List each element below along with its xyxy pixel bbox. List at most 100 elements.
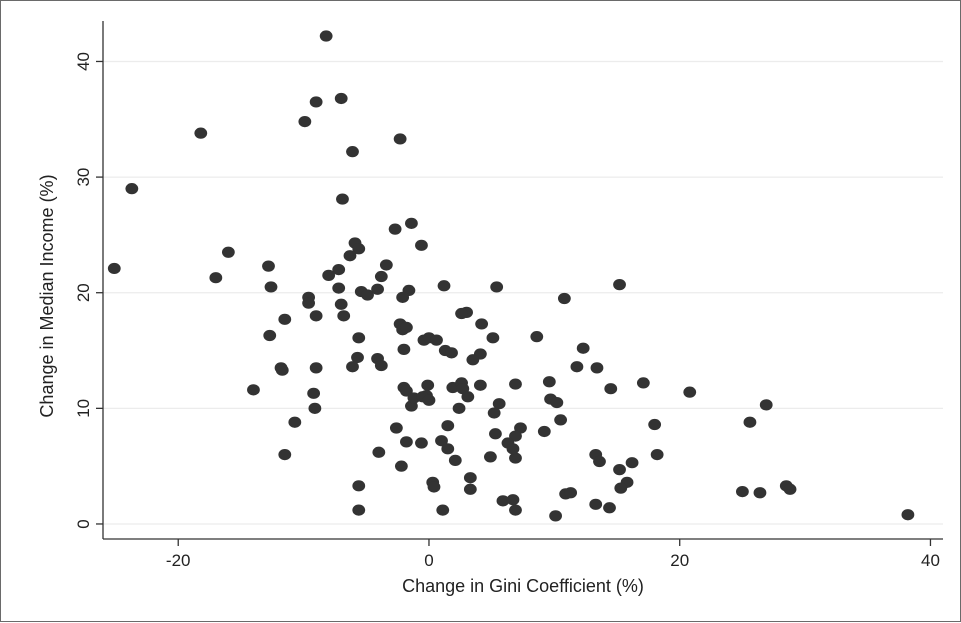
- data-point: [388, 223, 402, 235]
- data-point: [322, 269, 336, 281]
- data-point: [263, 329, 277, 342]
- data-point: [308, 402, 322, 414]
- data-point: [309, 362, 323, 374]
- data-point: [332, 263, 346, 276]
- data-point: [346, 146, 359, 158]
- data-point: [336, 193, 349, 205]
- data-point: [278, 313, 292, 325]
- data-point: [743, 416, 757, 428]
- data-point: [441, 443, 455, 455]
- data-point: [445, 347, 458, 359]
- data-point: [372, 446, 386, 458]
- data-point: [636, 377, 650, 389]
- data-point: [209, 272, 223, 284]
- data-point: [683, 386, 697, 398]
- data-point: [509, 378, 522, 390]
- data-point: [475, 318, 489, 330]
- data-point: [374, 359, 388, 372]
- data-point: [564, 487, 578, 499]
- data-point: [337, 310, 351, 322]
- data-point: [452, 402, 466, 414]
- data-point: [441, 420, 455, 432]
- data-point: [613, 464, 626, 476]
- data-point: [371, 283, 384, 295]
- x-tick-label: 20: [670, 551, 689, 570]
- data-point: [554, 414, 568, 426]
- data-point: [530, 331, 544, 343]
- data-point: [589, 498, 603, 510]
- data-point: [361, 289, 374, 301]
- y-tick-label: 30: [74, 168, 93, 187]
- data-point: [484, 451, 497, 463]
- data-point: [298, 115, 312, 128]
- data-point: [352, 480, 366, 492]
- data-point: [463, 472, 477, 484]
- data-point: [262, 260, 275, 272]
- data-point: [509, 504, 522, 516]
- data-point: [247, 384, 260, 396]
- data-point: [650, 448, 664, 461]
- y-tick-label: 0: [74, 519, 93, 528]
- data-point: [509, 430, 522, 442]
- data-point: [264, 281, 278, 293]
- data-point: [570, 361, 584, 373]
- data-point: [194, 127, 208, 139]
- data-point: [901, 509, 915, 521]
- data-point: [389, 422, 403, 434]
- data-point: [309, 310, 323, 322]
- data-point: [590, 362, 604, 374]
- data-point: [351, 351, 364, 364]
- data-point: [374, 270, 388, 283]
- data-point: [275, 364, 289, 376]
- data-point: [648, 418, 662, 431]
- data-point: [604, 383, 618, 395]
- data-point: [379, 259, 393, 271]
- data-point: [550, 396, 564, 409]
- data-point: [400, 436, 413, 448]
- data-point: [448, 454, 462, 466]
- data-point: [492, 398, 506, 410]
- data-point: [422, 394, 436, 406]
- data-point: [352, 332, 366, 344]
- data-point: [125, 183, 139, 195]
- data-point: [576, 342, 590, 354]
- data-point: [346, 361, 359, 373]
- data-point: [537, 425, 551, 438]
- data-point: [332, 282, 346, 294]
- data-points: [107, 30, 915, 522]
- data-point: [625, 457, 639, 469]
- data-point: [397, 343, 411, 355]
- x-tick-label: -20: [166, 551, 191, 570]
- data-point: [506, 443, 520, 455]
- data-point: [542, 376, 556, 388]
- data-point: [783, 483, 797, 495]
- data-point: [393, 133, 407, 145]
- data-point: [549, 510, 562, 522]
- data-point: [430, 334, 443, 346]
- y-tick-label: 10: [74, 399, 93, 418]
- data-point: [759, 399, 773, 411]
- gridlines: [103, 60, 943, 525]
- data-point: [319, 30, 333, 42]
- data-point: [427, 481, 441, 493]
- y-axis-title: Change in Median Income (%): [37, 174, 57, 417]
- data-point: [509, 452, 522, 464]
- data-point: [343, 250, 357, 262]
- data-point: [394, 460, 408, 472]
- data-point: [593, 455, 606, 468]
- data-point: [461, 391, 475, 403]
- data-point: [400, 385, 413, 397]
- data-point: [496, 495, 510, 507]
- ticks: 0 10 20 30 40 -20 0 20 40: [74, 52, 940, 570]
- data-point: [288, 416, 302, 428]
- axes: [102, 21, 943, 540]
- data-point: [107, 262, 121, 275]
- data-point: [473, 379, 487, 391]
- data-point: [307, 387, 321, 399]
- x-tick-label: 0: [424, 551, 433, 570]
- data-point: [436, 504, 450, 516]
- data-point: [455, 307, 468, 320]
- data-point: [466, 354, 480, 366]
- x-axis-title: Change in Gini Coefficient (%): [402, 576, 644, 596]
- y-tick-label: 40: [74, 52, 93, 71]
